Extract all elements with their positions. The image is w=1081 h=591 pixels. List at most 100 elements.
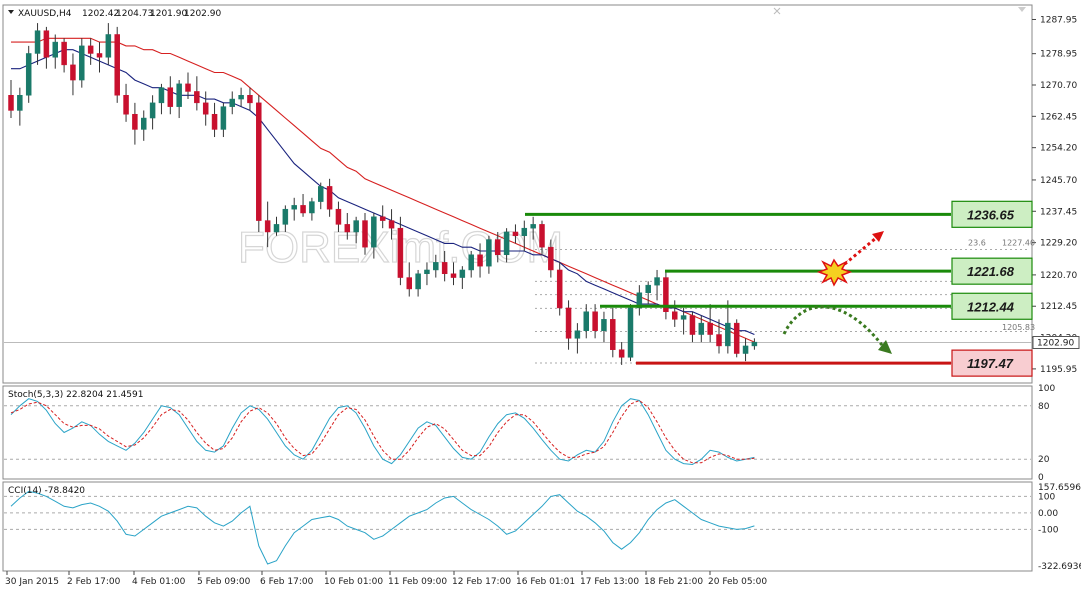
candle-down bbox=[70, 64, 76, 81]
candle-down bbox=[716, 334, 722, 347]
candle-down bbox=[326, 186, 333, 210]
candle-up bbox=[25, 53, 32, 96]
candle-up bbox=[52, 41, 58, 58]
candle-up bbox=[176, 83, 182, 107]
time-tick-label: 10 Feb 01:00 bbox=[324, 577, 383, 587]
candle-up bbox=[105, 34, 112, 58]
time-tick-label: 16 Feb 01:01 bbox=[516, 577, 575, 587]
candle-up bbox=[371, 216, 377, 248]
candle-up bbox=[34, 30, 41, 54]
candle-down bbox=[194, 91, 200, 104]
candle-down bbox=[610, 319, 616, 350]
candle-down bbox=[256, 102, 262, 221]
fib-label: 1205.83 bbox=[1002, 323, 1035, 332]
candle-up bbox=[273, 224, 280, 233]
candle-up bbox=[503, 231, 510, 256]
level-label-box bbox=[951, 292, 1033, 320]
close-icon[interactable] bbox=[773, 7, 781, 15]
candle-up bbox=[468, 254, 474, 271]
candle-down bbox=[43, 30, 50, 58]
candle-up bbox=[309, 201, 315, 214]
candle-up bbox=[486, 239, 492, 267]
candle-up bbox=[583, 311, 589, 331]
price-tick-label: 1212.45 bbox=[1040, 302, 1077, 312]
candle-down bbox=[8, 95, 14, 111]
price-tick-label: 1287.95 bbox=[1040, 15, 1077, 25]
stoch-tick-label: 80 bbox=[1038, 402, 1050, 412]
candle-up bbox=[415, 273, 421, 290]
time-tick-label: 20 Feb 05:00 bbox=[708, 577, 767, 587]
candle-up bbox=[318, 186, 324, 202]
candle-down bbox=[362, 220, 368, 248]
cci-tick-label: 157.6596 bbox=[1038, 483, 1081, 493]
candle-down bbox=[114, 34, 120, 96]
candle-up bbox=[530, 224, 536, 229]
candle-down bbox=[406, 277, 412, 290]
candle-up bbox=[220, 106, 227, 130]
candle-up bbox=[158, 87, 165, 104]
candle-down bbox=[397, 227, 404, 278]
cci-tick-label: -322.6936 bbox=[1038, 562, 1081, 572]
candle-up bbox=[636, 292, 643, 309]
arrow-down-right-icon bbox=[878, 340, 892, 354]
time-tick-label: 6 Feb 17:00 bbox=[260, 577, 314, 587]
candle-down bbox=[663, 277, 669, 312]
candle-down bbox=[185, 83, 191, 92]
price-tick-label: 1237.45 bbox=[1040, 207, 1077, 217]
fib-label: 1227.40 bbox=[1002, 239, 1035, 248]
cci-panel[interactable] bbox=[2, 481, 1033, 572]
arrow-up-right-icon bbox=[872, 231, 884, 242]
candle-down bbox=[548, 246, 554, 271]
candle-down bbox=[388, 220, 395, 229]
price-tick-label: 1278.95 bbox=[1040, 50, 1077, 60]
price-panel[interactable] bbox=[2, 4, 1033, 384]
stoch-tick-label: 100 bbox=[1038, 384, 1055, 394]
candle-up bbox=[291, 205, 297, 210]
stoch-header: Stoch(5,3,3) 22.8204 21.4591 bbox=[8, 390, 143, 400]
fib-label: 23.6 bbox=[968, 239, 986, 248]
stoch-panel[interactable] bbox=[2, 385, 1033, 480]
candle-down bbox=[344, 224, 351, 233]
candle-down bbox=[87, 45, 94, 54]
time-tick-label: 2 Feb 17:00 bbox=[67, 577, 121, 587]
candle-up bbox=[238, 95, 244, 100]
ohlc-open: 1202.42 bbox=[82, 9, 119, 19]
bearish-curve-arrow-line bbox=[782, 305, 884, 346]
candle-down bbox=[247, 95, 253, 104]
price-tick-label: 1262.45 bbox=[1040, 112, 1077, 122]
cci-header: CCI(14) -78.8420 bbox=[8, 486, 85, 496]
dropdown-triangle-icon[interactable] bbox=[8, 10, 14, 14]
level-label: 1212.44 bbox=[967, 299, 1015, 314]
time-tick-label: 5 Feb 09:00 bbox=[197, 577, 251, 587]
candle-up bbox=[79, 45, 85, 81]
level-label-box bbox=[951, 200, 1033, 228]
candle-down bbox=[123, 95, 129, 115]
level-label-box bbox=[951, 349, 1033, 377]
candle-up bbox=[353, 220, 359, 233]
stoch-signal-line bbox=[10, 399, 755, 464]
candle-down bbox=[512, 231, 519, 237]
ohlc-close: 1202.90 bbox=[184, 9, 221, 19]
candle-down bbox=[618, 349, 625, 358]
candle-up bbox=[17, 95, 23, 111]
candle-down bbox=[300, 205, 306, 214]
candle-down bbox=[689, 315, 696, 335]
candle-up bbox=[698, 322, 705, 335]
time-tick-label: 18 Feb 21:00 bbox=[644, 577, 703, 587]
candle-down bbox=[132, 113, 138, 130]
candle-up bbox=[601, 319, 607, 331]
price-tick-label: 1220.70 bbox=[1040, 271, 1077, 281]
candle-down bbox=[565, 307, 572, 339]
cci-tick-label: -100 bbox=[1038, 525, 1059, 535]
candle-down bbox=[592, 311, 598, 331]
candle-down bbox=[96, 53, 103, 58]
time-tick-label: 4 Feb 01:00 bbox=[132, 577, 186, 587]
price-tick-label: 1270.70 bbox=[1040, 81, 1077, 91]
candle-up bbox=[229, 98, 235, 107]
candle-down bbox=[672, 311, 678, 320]
chevron-down-icon[interactable] bbox=[1018, 7, 1026, 12]
time-tick-label: 12 Feb 17:00 bbox=[452, 577, 511, 587]
candle-down bbox=[707, 322, 713, 335]
